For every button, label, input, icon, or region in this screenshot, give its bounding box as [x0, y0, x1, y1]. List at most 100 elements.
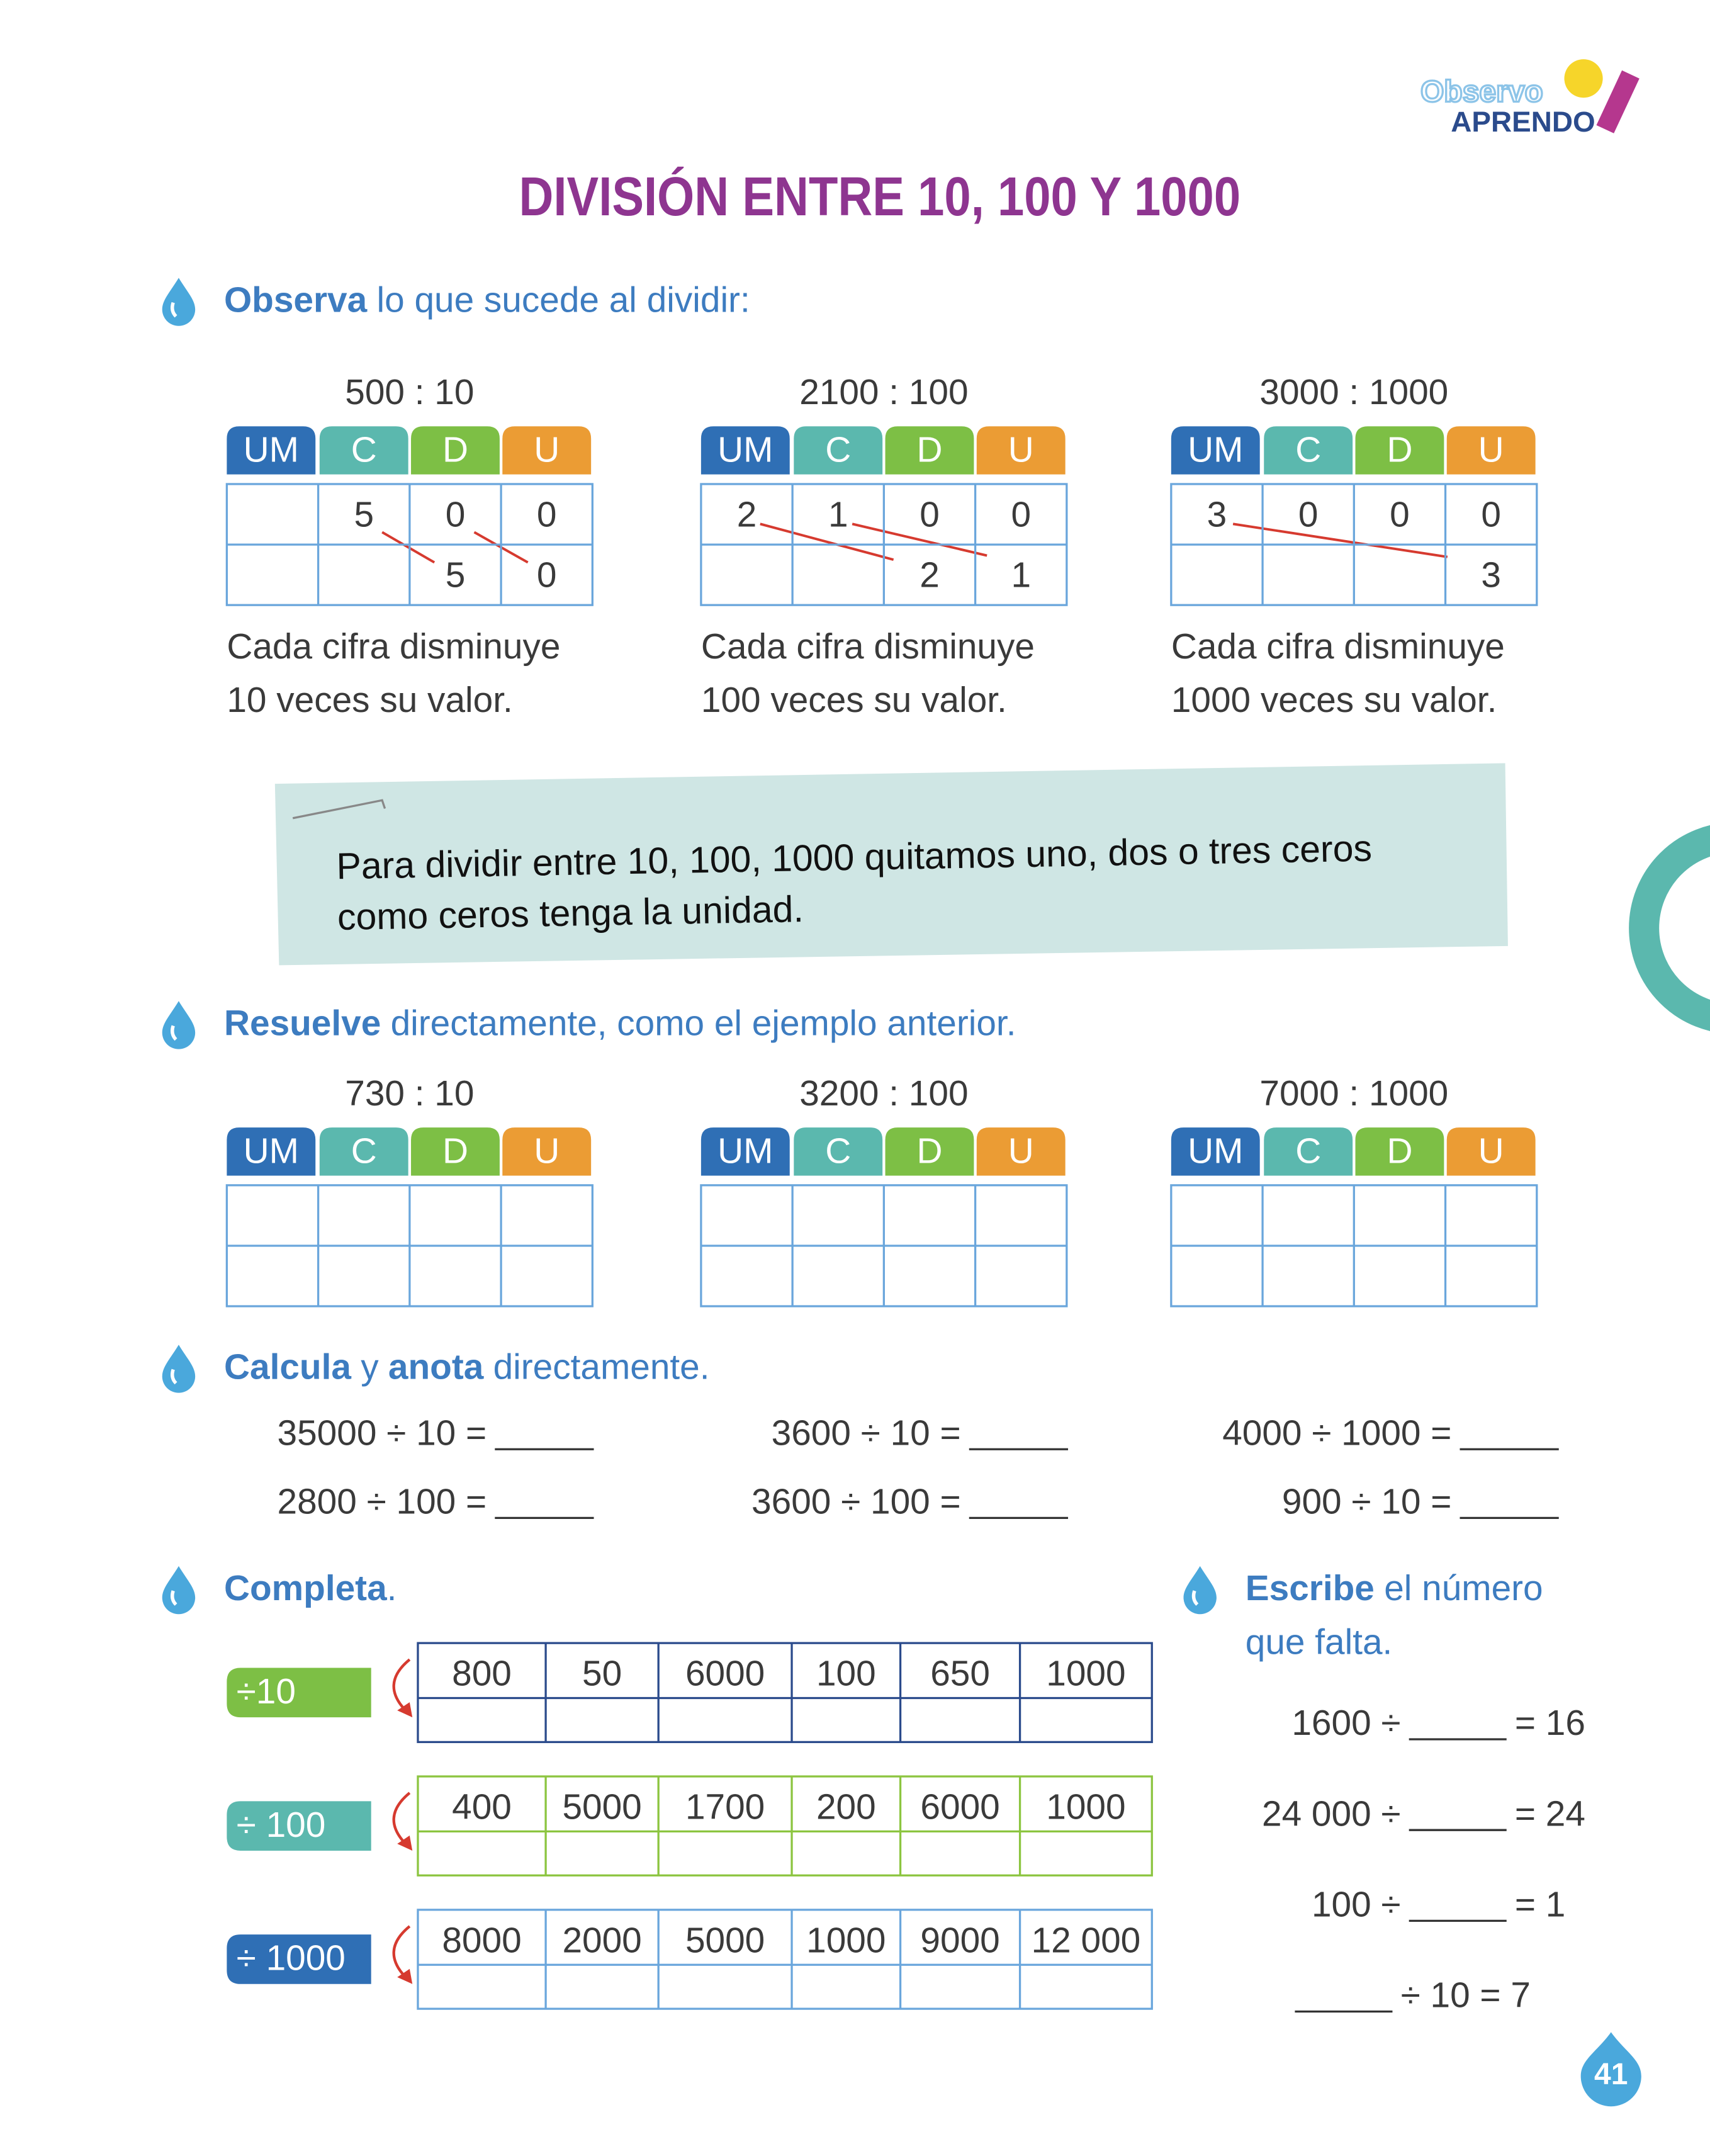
place-tab [1446, 426, 1536, 475]
equation-right: = 1 [1515, 1885, 1566, 1925]
place-tab [794, 1127, 883, 1176]
place-label: UM [717, 431, 773, 470]
place-label: C [351, 431, 377, 470]
drop-icon [162, 1001, 195, 1049]
instruction-part: anota [388, 1348, 484, 1387]
place-label: U [534, 431, 560, 470]
digit: 0 [1481, 495, 1501, 534]
instruction-part: . [387, 1569, 397, 1608]
expression: 2800 ÷ 100 = [278, 1482, 487, 1522]
cell-value: 100 [816, 1654, 876, 1694]
place-tab [885, 426, 974, 475]
equation-left: 1600 ÷ [1291, 1703, 1400, 1743]
operation: 7000 : 1000 [1259, 1074, 1448, 1114]
digit: 0 [1390, 495, 1410, 534]
digit: 5 [354, 495, 374, 534]
place-tab [319, 1127, 408, 1176]
page-drop [1580, 2032, 1641, 2107]
equation-right: = 16 [1515, 1703, 1585, 1743]
place-tab [319, 426, 408, 475]
digit: 1 [828, 495, 848, 534]
cell-value: 8000 [442, 1921, 521, 1960]
instruction-part: directamente. [493, 1348, 710, 1387]
cell-value: 9000 [920, 1921, 999, 1960]
digit: 1 [1011, 555, 1031, 595]
cell-value: 200 [816, 1787, 876, 1827]
place-label: U [1008, 1132, 1034, 1171]
caption: 10 veces su valor. [227, 680, 512, 720]
note-clip [292, 799, 386, 820]
side-ring [1629, 825, 1710, 1031]
place-label: UM [244, 1132, 299, 1171]
caption: Cada cifra disminuye [1171, 627, 1505, 667]
arrow [1232, 522, 1448, 558]
place-label: D [916, 1132, 942, 1171]
digit: 2 [920, 555, 940, 595]
place-label: UM [1188, 431, 1243, 470]
cell-value: 2000 [562, 1921, 641, 1960]
equation-left: 24 000 ÷ [1262, 1794, 1401, 1834]
operation: 730 : 10 [345, 1074, 474, 1114]
page-number: 41 [1594, 2058, 1628, 2091]
place-label: U [1478, 431, 1504, 470]
complete-table [417, 1909, 1153, 2010]
operation: 2100 : 100 [799, 373, 968, 412]
drop-icon [162, 1345, 195, 1392]
expression: 3600 ÷ 100 = [751, 1482, 961, 1522]
arrow-head [397, 1835, 413, 1851]
place-label: U [1008, 431, 1034, 470]
cell-value: 6000 [920, 1787, 999, 1827]
instruction: que falta. [1246, 1622, 1393, 1662]
curve-arrow [392, 1792, 411, 1846]
place-tab [1171, 1127, 1260, 1176]
curve-arrow [392, 1925, 411, 1980]
operator-tag [227, 1801, 371, 1851]
drop-icon [162, 278, 195, 325]
cell-value: 1000 [1046, 1787, 1125, 1827]
place-label: D [442, 1132, 468, 1171]
instruction: Completa. [224, 1569, 397, 1608]
cell-value: 12 000 [1032, 1921, 1141, 1960]
place-label: UM [244, 431, 299, 470]
place-label: D [442, 431, 468, 470]
place-tab [885, 1127, 974, 1176]
instruction-part: lo que sucede al dividir: [376, 281, 750, 320]
digit: 3 [1207, 495, 1227, 534]
place-label: D [1387, 1132, 1412, 1171]
instruction: Resuelve directamente, como el ejemplo an… [224, 1004, 1016, 1044]
digit: 0 [537, 555, 557, 595]
expression: 3600 ÷ 10 = [772, 1413, 961, 1453]
equation-right: ÷ 10 = 7 [1401, 1976, 1531, 2016]
page-title: DIVISIÓN ENTRE 10, 100 Y 1000 [519, 166, 1240, 227]
place-label: UM [1188, 1132, 1243, 1171]
cell-value: 800 [452, 1654, 512, 1694]
digit: 0 [1011, 495, 1031, 534]
place-tab [1264, 426, 1353, 475]
caption: 1000 veces su valor. [1171, 680, 1497, 720]
arrow [760, 522, 894, 561]
place-label: C [1295, 1132, 1321, 1171]
logo-sun [1564, 59, 1603, 98]
cell-value: 5000 [562, 1787, 641, 1827]
place-tab [502, 426, 592, 475]
complete-table [417, 1775, 1153, 1877]
arrow [381, 531, 436, 564]
operator: ÷10 [237, 1672, 296, 1712]
arrow-head [397, 1968, 413, 1984]
place-tab [1355, 1127, 1444, 1176]
operation: 500 : 10 [345, 373, 474, 412]
digit: 0 [920, 495, 940, 534]
place-label: UM [717, 1132, 773, 1171]
cell-value: 400 [452, 1787, 512, 1827]
complete-table [417, 1642, 1153, 1744]
place-tab [1264, 1127, 1353, 1176]
equation-left: 100 ÷ [1312, 1885, 1401, 1925]
instruction-part: y [361, 1348, 379, 1387]
instruction-part: Resuelve [224, 1004, 381, 1044]
caption: Cada cifra disminuye [701, 627, 1035, 667]
digit: 0 [1298, 495, 1319, 534]
place-tab [1355, 426, 1444, 475]
place-tab [227, 426, 316, 475]
